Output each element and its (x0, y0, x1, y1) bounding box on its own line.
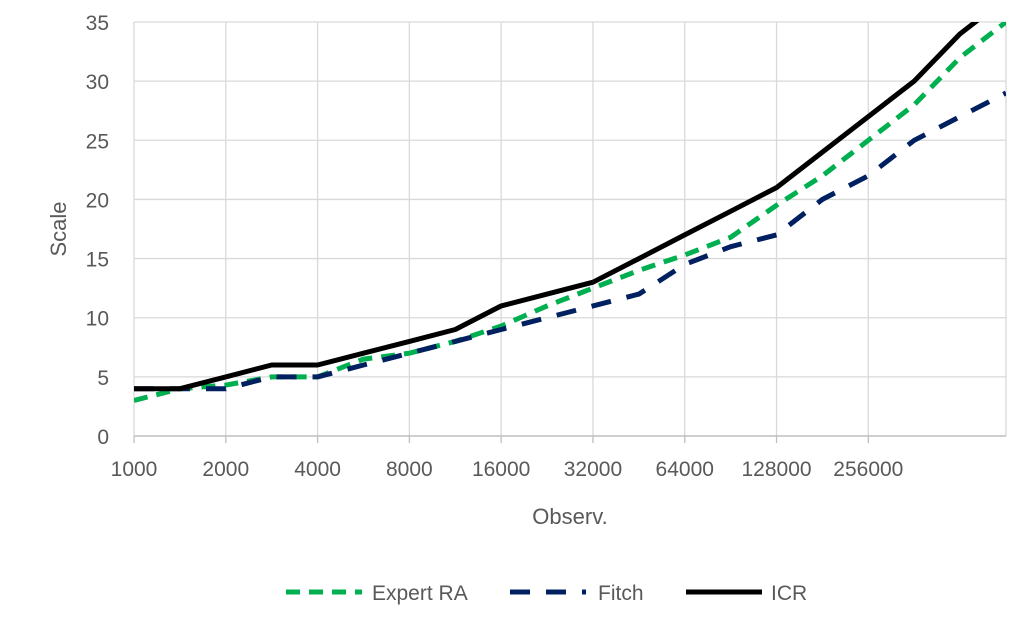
y-tick-label: 0 (97, 426, 109, 449)
x-tick-label: 32000 (564, 458, 622, 481)
legend-item: Fitch (510, 582, 644, 605)
x-tick-label: 4000 (294, 458, 341, 481)
y-tick-label: 15 (86, 249, 109, 272)
legend-item: Expert RA (286, 582, 468, 605)
legend-label: ICR (771, 582, 807, 605)
series-line-icr (134, 22, 980, 392)
x-tick-label: 128000 (741, 458, 811, 481)
y-tick-label: 5 (97, 367, 109, 390)
x-tick-label: 64000 (656, 458, 714, 481)
y-axis-title: Scale (46, 201, 71, 256)
axes: 0 5 10 15 20 25 30 35 1000 2000 4000 8000 16000 32000… (86, 12, 1006, 481)
x-tick-label: 256000 (833, 458, 903, 481)
legend-label: Fitch (598, 582, 644, 605)
x-tick-label: 1000 (111, 458, 158, 481)
legend-item: ICR (686, 582, 807, 605)
x-tick-label: 8000 (386, 458, 433, 481)
y-tick-label: 25 (86, 130, 109, 153)
series-line-fitch (134, 90, 1006, 392)
y-tick-label: 30 (86, 71, 109, 94)
x-tick-label: 16000 (472, 458, 530, 481)
x-tick-label: 2000 (202, 458, 249, 481)
y-tick-label: 10 (86, 308, 109, 331)
x-axis-title: Observ. (532, 504, 607, 529)
series-line-expert-ra (134, 22, 1006, 403)
gridlines (134, 21, 1007, 436)
legend-label: Expert RA (372, 582, 468, 605)
series-group (134, 22, 1006, 403)
y-tick-label: 20 (86, 189, 109, 212)
y-tick-label: 35 (86, 12, 109, 35)
legend: Expert RA Fitch ICR (286, 582, 807, 605)
